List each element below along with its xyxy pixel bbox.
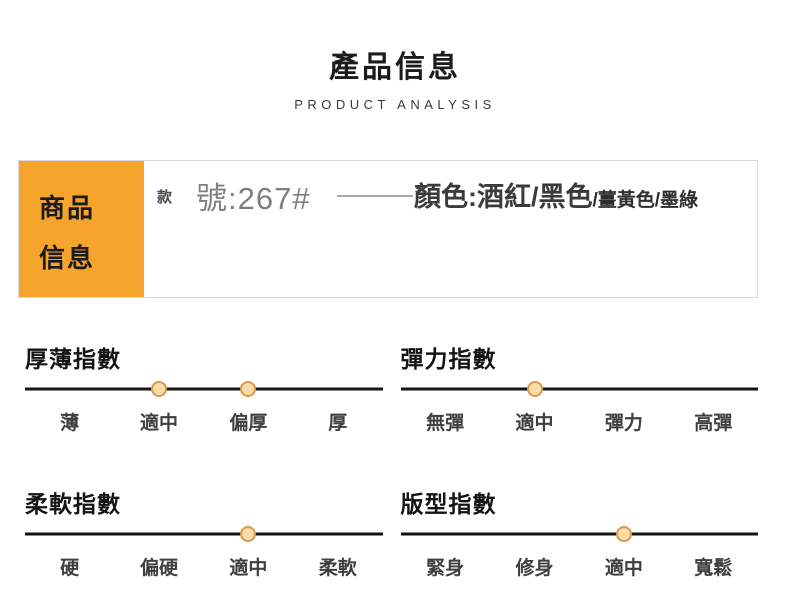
product-info-label: 商品 信息 <box>19 161 144 297</box>
index-slider <box>400 378 758 400</box>
slider-line <box>25 387 383 391</box>
slider-dot <box>615 526 632 542</box>
index-label: 修身 <box>515 558 554 579</box>
index-slider <box>25 378 383 400</box>
index-label: 適中 <box>515 413 554 434</box>
slider-dot <box>151 381 168 397</box>
indices-grid: 厚薄指數 薄適中 偏厚厚 彈力指數 無彈 適中 彈力 高彈 柔軟指數 硬偏硬 適中 柔軟 版… <box>25 340 758 580</box>
color-line: 顏色:酒紅/黑色/薑黃色/墨綠 <box>414 175 698 214</box>
index-block: 版型指數 緊身 修身 適中 寬鬆 <box>400 485 759 580</box>
index-labels: 緊身 修身 適中 寬鬆 <box>401 553 759 580</box>
index-title: 柔軟指數 <box>25 491 121 517</box>
index-slider <box>25 523 383 545</box>
index-label: 適中 <box>604 558 643 579</box>
index-block: 柔軟指數 硬 偏硬 適中 柔軟 <box>25 485 383 580</box>
slider-dot <box>240 381 257 397</box>
index-label: 偏硬 <box>140 558 179 579</box>
index-label: 無彈 <box>426 413 465 434</box>
index-title: 版型指數 <box>400 491 497 517</box>
index-label: 緊身 <box>426 558 465 579</box>
index-block: 彈力指數 無彈 適中 彈力 高彈 <box>400 340 759 435</box>
index-label: 柔軟 <box>318 558 357 579</box>
index-label: 寬鬆 <box>694 558 733 579</box>
color-extra: /薑黃色/墨綠 <box>592 190 699 211</box>
slider-dot <box>240 526 257 542</box>
page-title: 產品信息 <box>329 51 461 84</box>
index-label: 偏厚 <box>229 413 268 434</box>
slider-line <box>25 532 383 536</box>
header: 產品信息 PRODUCT ANALYSIS <box>0 42 790 112</box>
index-labels: 硬 偏硬 適中 柔軟 <box>25 553 383 580</box>
index-label: 硬 <box>60 558 80 579</box>
slider-line <box>400 532 758 536</box>
index-block: 厚薄指數 薄 適中 偏厚 厚 <box>25 340 383 435</box>
index-label: 彈力 <box>604 413 643 434</box>
index-title: 彈力指數 <box>400 346 497 372</box>
index-labels: 無彈 適中 彈力 高彈 <box>401 408 759 435</box>
product-info-content: 款 號:267# 顏色:酒紅/黑色/薑黃色/墨綠 <box>144 161 757 297</box>
divider-dash <box>337 195 413 197</box>
index-label: 高彈 <box>694 413 733 434</box>
page-subtitle: PRODUCT ANALYSIS <box>294 97 496 112</box>
style-number: 號:267# <box>196 181 311 216</box>
index-label: 適中 <box>140 413 179 434</box>
slider-line <box>400 387 758 391</box>
index-title: 厚薄指數 <box>25 346 121 372</box>
index-slider <box>400 523 758 545</box>
style-prefix: 款 <box>157 189 173 206</box>
color-main: 顏色:酒紅/黑色 <box>414 182 593 212</box>
index-label: 厚 <box>328 413 348 434</box>
product-info-label-line2: 信息 <box>39 243 96 273</box>
index-labels: 薄 適中 偏厚 厚 <box>25 408 383 435</box>
index-label: 薄 <box>60 413 80 434</box>
product-info-label-line1: 商品 <box>39 193 96 223</box>
product-info-box: 商品 信息 款 號:267# 顏色:酒紅/黑色/薑黃色/墨綠 <box>18 160 758 298</box>
index-label: 適中 <box>229 558 268 579</box>
slider-dot <box>526 381 543 397</box>
